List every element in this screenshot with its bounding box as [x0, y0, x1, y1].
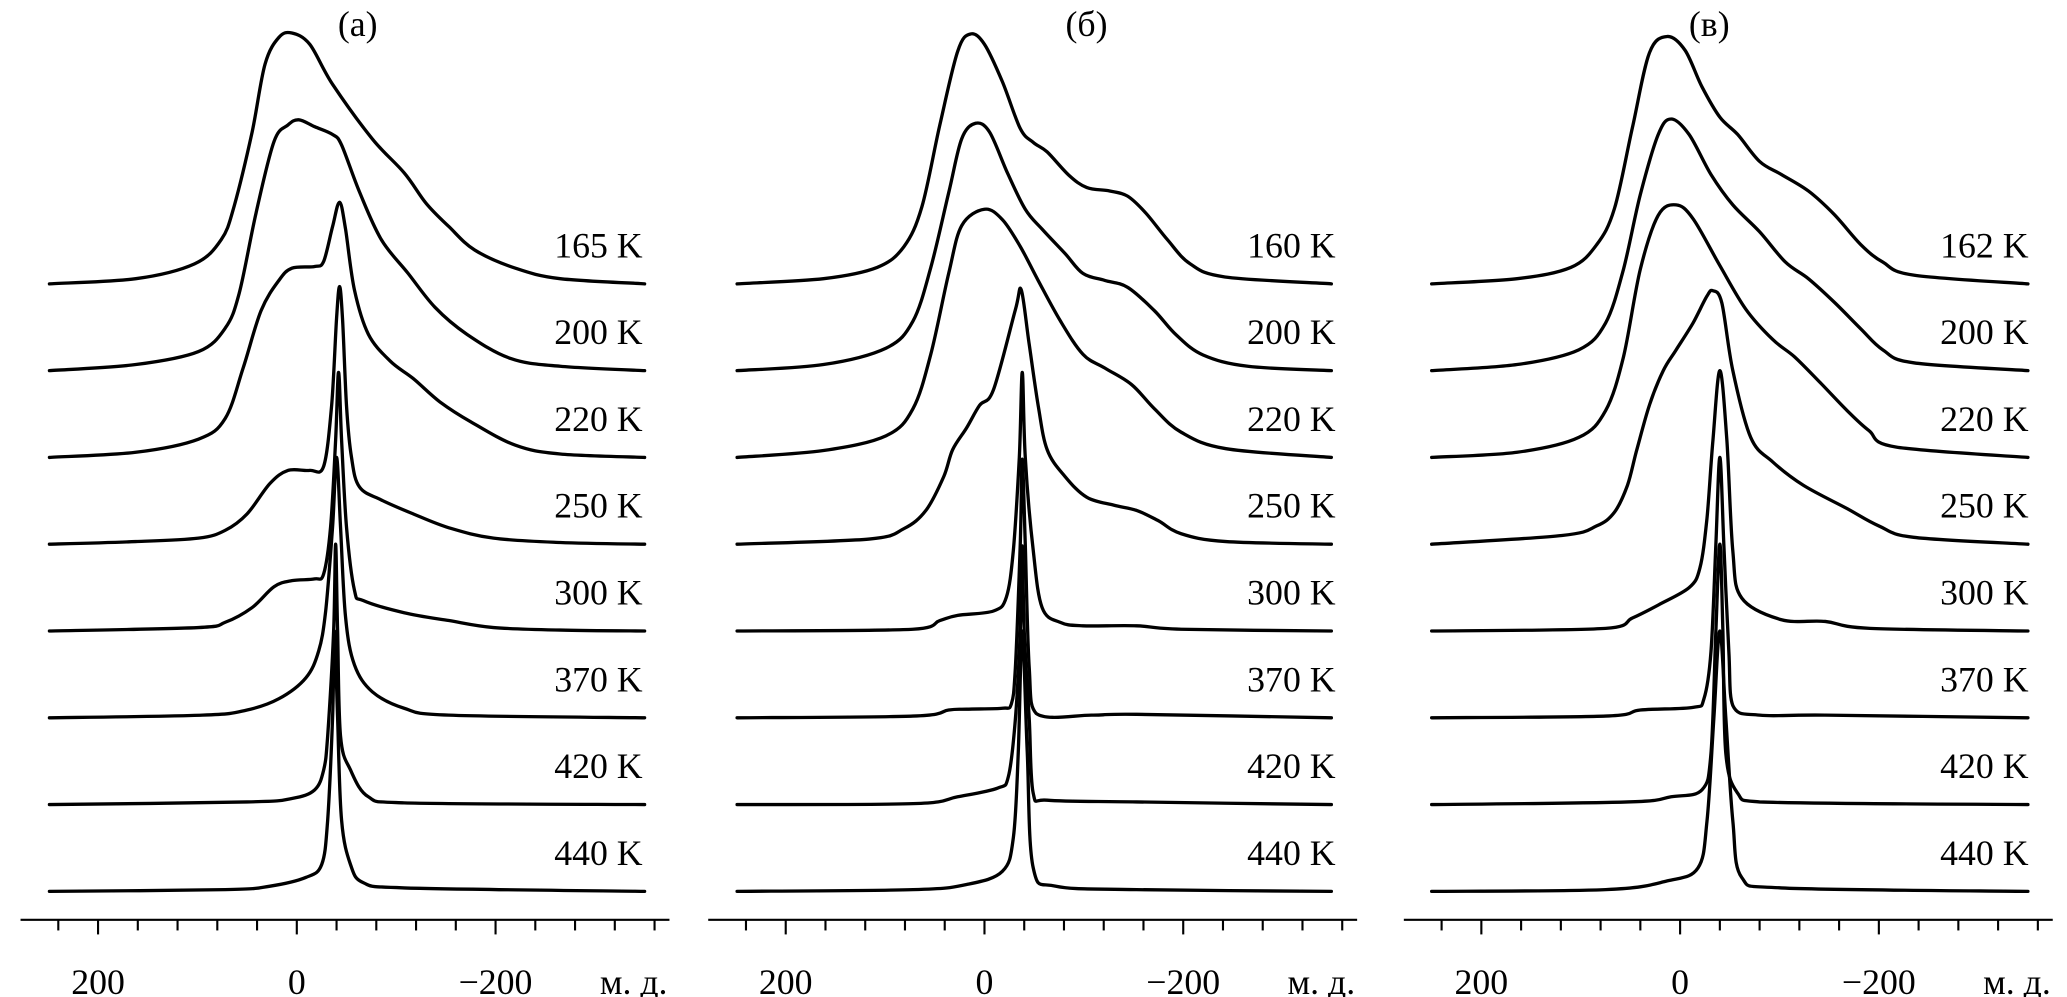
temperature-label: 250 K [1247, 486, 1336, 526]
temperature-label: 420 K [554, 746, 643, 786]
spectrum-trace [47, 30, 647, 286]
spectrum-trace [1430, 288, 2030, 546]
panel-title: (в) [1689, 4, 1730, 44]
x-tick-label: 200 [71, 962, 125, 997]
spectrum-trace [47, 370, 647, 633]
spectrum-trace [1430, 34, 2030, 286]
spectrum-trace [735, 121, 1334, 373]
temperature-label: 370 K [554, 659, 643, 699]
temperature-label: 440 K [1940, 833, 2029, 873]
panel-2: (в) 162 K 200 K 220 K 250 K 300 K 370 K 420 K 44… [1403, 4, 2053, 997]
temperature-label: 220 K [1940, 399, 2029, 439]
temperature-label: 220 K [1247, 399, 1336, 439]
temperature-label: 300 K [554, 572, 643, 612]
temperature-label: 300 K [1247, 572, 1336, 612]
temperature-label: 220 K [554, 399, 643, 439]
spectrum-trace [1430, 368, 2030, 633]
temperature-label: 420 K [1247, 746, 1336, 786]
spectrum-trace [47, 542, 647, 807]
temperature-label: 250 K [1940, 486, 2029, 526]
x-tick-label: 200 [1455, 962, 1509, 997]
spectrum-trace [1430, 629, 2030, 894]
spectrum-trace [735, 370, 1334, 633]
x-tick-label: −200 [1842, 962, 1916, 997]
spectrum-trace [47, 284, 647, 546]
spectrum-trace [47, 629, 647, 894]
spectrum-trace [1430, 117, 2030, 373]
temperature-label: 440 K [554, 833, 643, 873]
panel-title: (б) [1065, 4, 1107, 44]
panel-title: (a) [338, 4, 378, 44]
temperature-label: 300 K [1940, 572, 2029, 612]
x-tick-label: 0 [1671, 962, 1689, 997]
spectrum-trace [47, 118, 647, 373]
spectrum-trace [1430, 455, 2030, 720]
spectrum-trace [735, 207, 1334, 460]
x-axis-label: м. д. [1983, 962, 2051, 997]
panel-1: (б) 160 K 200 K 220 K 250 K 300 K 370 K 420 K 44… [708, 4, 1358, 997]
spectrum-trace [47, 455, 647, 720]
spectrum-trace [735, 544, 1334, 807]
x-axis-label: м. д. [1288, 962, 1356, 997]
spectrum-trace [735, 457, 1334, 720]
temperature-label: 370 K [1940, 659, 2029, 699]
temperature-label: 160 K [1247, 225, 1336, 265]
panel-0: (a) 165 K 200 K 220 K 250 K 300 K 370 K 420 K 44… [20, 4, 670, 997]
x-tick-label: −200 [1146, 962, 1220, 997]
temperature-label: 200 K [554, 312, 643, 352]
spectrum-trace [47, 200, 647, 460]
temperature-label: 162 K [1940, 225, 2029, 265]
temperature-label: 370 K [1247, 659, 1336, 699]
x-axis-label: м. д. [600, 962, 668, 997]
temperature-label: 440 K [1247, 833, 1336, 873]
temperature-label: 200 K [1940, 312, 2029, 352]
spectrum-trace [735, 629, 1334, 894]
spectrum-trace [1430, 203, 2030, 460]
temperature-label: 200 K [1247, 312, 1336, 352]
spectrum-trace [735, 286, 1334, 546]
x-tick-label: 200 [759, 962, 813, 997]
temperature-label: 250 K [554, 486, 643, 526]
x-tick-label: 0 [976, 962, 994, 997]
temperature-label: 420 K [1940, 746, 2029, 786]
spectrum-trace [1430, 542, 2030, 807]
temperature-label: 165 K [554, 225, 643, 265]
spectrum-trace [735, 32, 1334, 286]
x-tick-label: −200 [459, 962, 533, 997]
x-tick-label: 0 [288, 962, 306, 997]
